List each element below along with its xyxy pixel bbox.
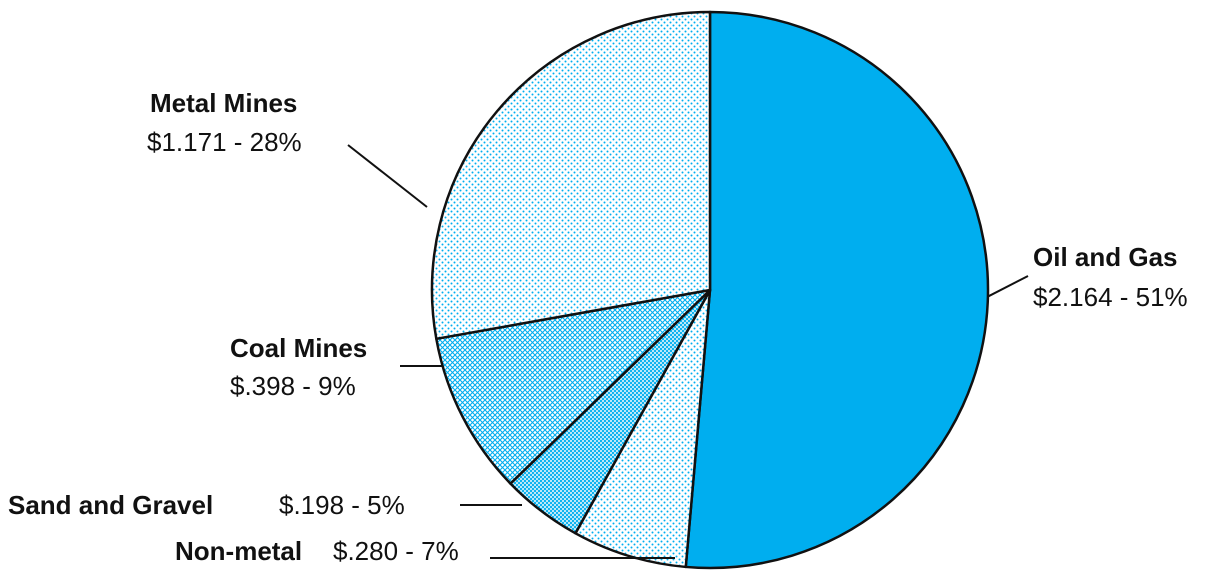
value-sand-and-gravel: $.198 - 5% — [279, 490, 405, 520]
label-metal-mines: Metal Mines — [150, 88, 297, 118]
pie-slice-metal-mines — [430, 10, 712, 341]
label-coal-mines: Coal Mines — [230, 333, 367, 363]
leader-line-oil-and-gas — [987, 275, 1029, 298]
value-coal-mines: $.398 - 9% — [230, 371, 356, 401]
value-non-metal: $.280 - 7% — [333, 536, 459, 566]
label-sand-and-gravel: Sand and Gravel — [8, 490, 213, 520]
pie-slice-coal-mines — [435, 288, 712, 485]
value-metal-mines: $1.171 - 28% — [147, 127, 302, 157]
label-non-metal: Non-metal — [175, 536, 302, 566]
value-oil-and-gas: $2.164 - 51% — [1033, 282, 1188, 312]
pie-slice-non-metal — [574, 288, 712, 569]
leader-line-metal-mines — [347, 144, 428, 208]
pie-slice-oil-and-gas — [684, 10, 990, 570]
label-oil-and-gas: Oil and Gas — [1033, 242, 1178, 272]
